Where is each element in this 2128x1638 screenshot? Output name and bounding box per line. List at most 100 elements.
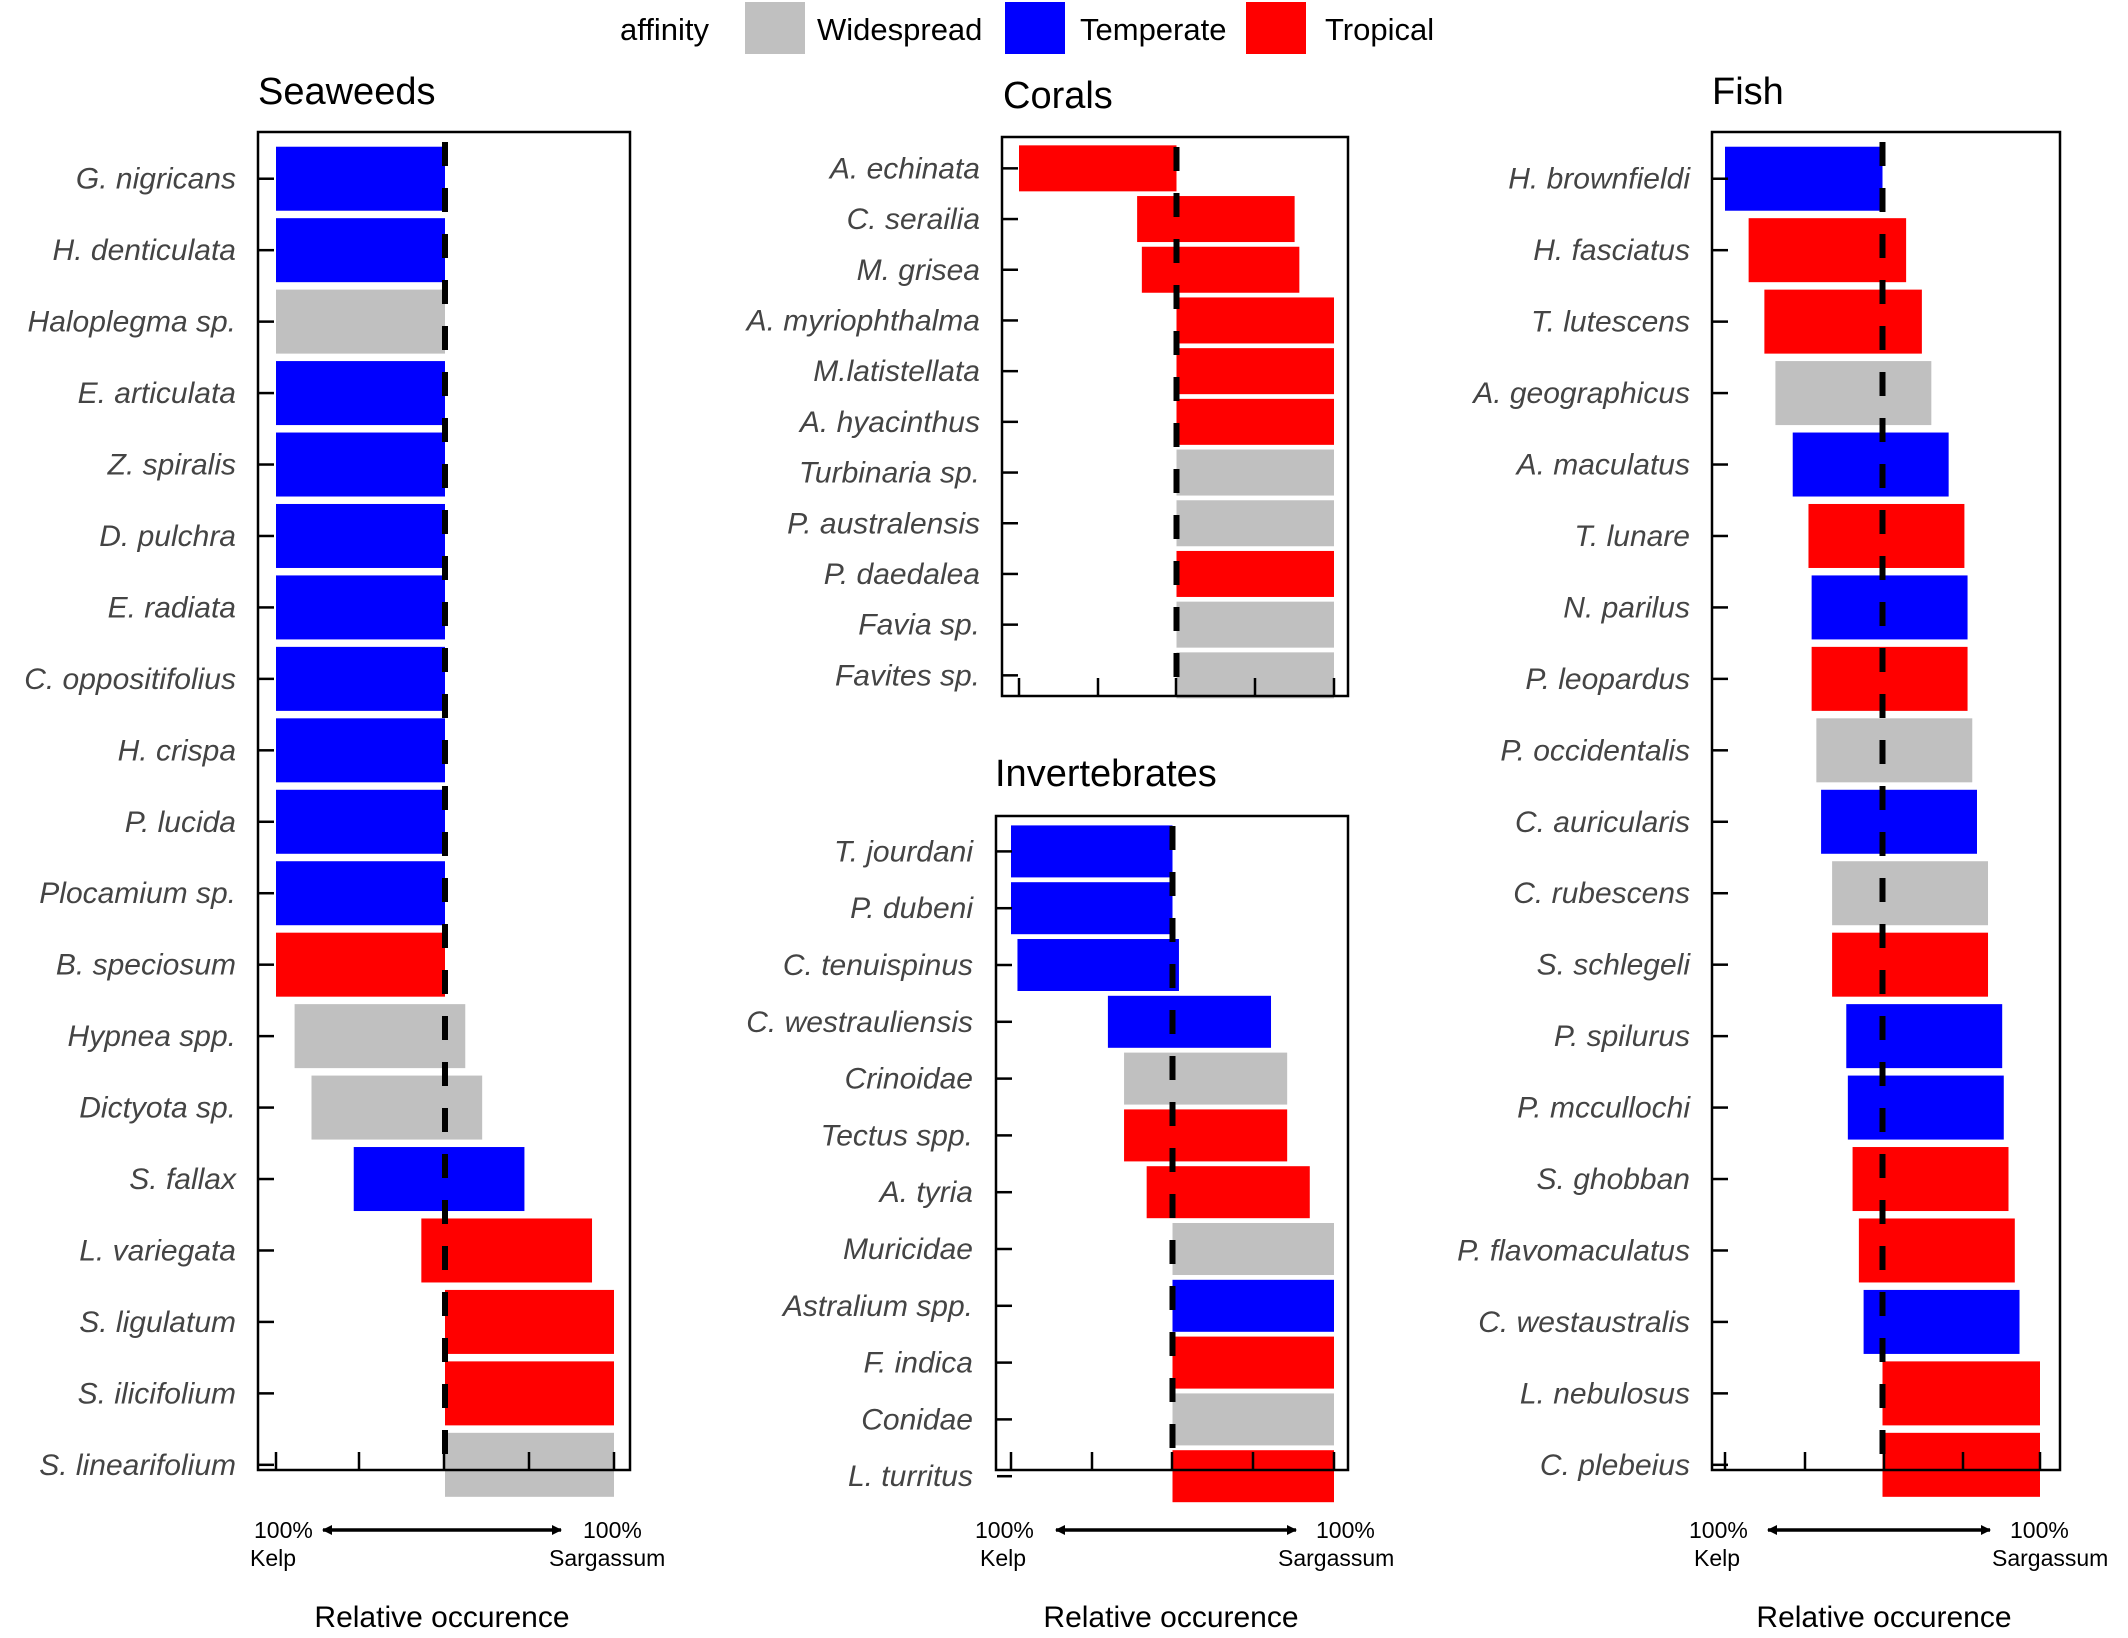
y-tick-label-corals-6: Turbinaria sp. bbox=[799, 457, 980, 490]
y-tick-label-seaweeds-4: Z. spiralis bbox=[107, 449, 236, 482]
legend-swatch-tropical bbox=[1246, 2, 1306, 54]
y-tick-label-fish-9: C. auricularis bbox=[1515, 806, 1690, 839]
bar-fish-8 bbox=[1816, 718, 1973, 783]
y-tick-label-fish-2: T. lutescens bbox=[1531, 306, 1690, 339]
bar-seaweeds-5 bbox=[276, 503, 445, 568]
y-tick-label-seaweeds-0: G. nigricans bbox=[76, 163, 236, 196]
bar-seaweeds-6 bbox=[276, 575, 445, 640]
y-tick-label-corals-1: C. serailia bbox=[847, 203, 980, 236]
y-tick-label-invertebrates-11: L. turritus bbox=[848, 1460, 973, 1493]
axis-footer-invertebrates: 100% Kelp 100% Sargassum Relative occure… bbox=[975, 1517, 1394, 1634]
bar-fish-6 bbox=[1811, 575, 1968, 640]
y-tick-label-seaweeds-17: S. ilicifolium bbox=[78, 1377, 236, 1410]
bar-corals-2 bbox=[1141, 246, 1300, 293]
x-right-name-fish: Sargassum bbox=[1992, 1545, 2108, 1571]
y-tick-label-fish-17: L. nebulosus bbox=[1520, 1377, 1690, 1410]
axis-footer-seaweeds: 100% Kelp 100% Sargassum Relative occure… bbox=[250, 1517, 665, 1634]
panel-seaweeds: G. nigricans H. denticulata Haloplegma sp.… bbox=[24, 130, 632, 1497]
y-tick-label-corals-0: A. echinata bbox=[828, 152, 980, 185]
y-tick-label-invertebrates-1: P. dubeni bbox=[850, 892, 974, 925]
bar-corals-1 bbox=[1137, 196, 1295, 243]
y-tick-label-corals-9: Favia sp. bbox=[858, 609, 980, 642]
bar-invertebrates-7 bbox=[1172, 1223, 1334, 1275]
x-left-pct-fish: 100% bbox=[1689, 1517, 1748, 1543]
bar-corals-5 bbox=[1176, 398, 1334, 445]
panel-corals: A. echinata C. serailia M. grisea A. myriop… bbox=[745, 135, 1350, 699]
bar-fish-2 bbox=[1764, 289, 1922, 354]
bar-fish-18 bbox=[1882, 1432, 2040, 1497]
y-tick-label-seaweeds-1: H. denticulata bbox=[53, 234, 236, 267]
bar-invertebrates-1 bbox=[1011, 882, 1173, 935]
panel-title-corals: Corals bbox=[1003, 75, 1113, 117]
y-tick-label-invertebrates-4: Crinoidae bbox=[845, 1063, 973, 1096]
y-tick-label-seaweeds-7: C. oppositifolius bbox=[24, 663, 236, 696]
y-tick-label-invertebrates-3: C. westrauliensis bbox=[746, 1006, 973, 1039]
bar-seaweeds-15 bbox=[421, 1218, 593, 1283]
y-tick-label-invertebrates-2: C. tenuispinus bbox=[783, 949, 973, 982]
bar-fish-5 bbox=[1808, 503, 1965, 568]
x-right-pct-invertebrates: 100% bbox=[1316, 1517, 1375, 1543]
bar-seaweeds-2 bbox=[276, 289, 445, 354]
y-tick-label-fish-3: A. geographicus bbox=[1471, 377, 1690, 410]
y-tick-label-seaweeds-18: S. linearifolium bbox=[39, 1449, 236, 1482]
bar-seaweeds-14 bbox=[353, 1147, 525, 1212]
plot-frame-fish bbox=[1710, 130, 2062, 1472]
bar-seaweeds-9 bbox=[276, 789, 445, 854]
bar-fish-7 bbox=[1811, 646, 1968, 711]
y-tick-label-seaweeds-11: B. speciosum bbox=[56, 949, 236, 982]
y-tick-label-seaweeds-15: L. variegata bbox=[79, 1234, 236, 1267]
bar-fish-0 bbox=[1725, 146, 1883, 211]
bar-fish-9 bbox=[1821, 789, 1977, 854]
y-tick-label-seaweeds-2: Haloplegma sp. bbox=[28, 306, 236, 339]
bar-corals-0 bbox=[1019, 145, 1177, 192]
bar-fish-17 bbox=[1882, 1361, 2040, 1426]
bar-fish-11 bbox=[1832, 932, 1989, 997]
y-tick-label-corals-7: P. australensis bbox=[787, 507, 980, 540]
y-tick-label-seaweeds-8: H. crispa bbox=[118, 734, 236, 767]
y-tick-label-fish-6: N. parilus bbox=[1563, 591, 1690, 624]
bar-seaweeds-3 bbox=[276, 361, 445, 426]
y-tick-label-invertebrates-10: Conidae bbox=[861, 1403, 973, 1436]
bar-invertebrates-0 bbox=[1011, 825, 1173, 878]
y-tick-label-corals-5: A. hyacinthus bbox=[798, 406, 980, 439]
x-left-pct-invertebrates: 100% bbox=[975, 1517, 1034, 1543]
legend-title: affinity bbox=[620, 12, 710, 47]
y-tick-label-seaweeds-6: E. radiata bbox=[108, 591, 236, 624]
y-tick-label-fish-13: P. mccullochi bbox=[1517, 1092, 1691, 1125]
y-tick-label-corals-10: Favites sp. bbox=[835, 659, 980, 692]
legend-label-tropical: Tropical bbox=[1325, 12, 1434, 47]
y-tick-label-seaweeds-14: S. fallax bbox=[129, 1163, 237, 1196]
bar-invertebrates-8 bbox=[1172, 1279, 1334, 1332]
panel-title-seaweeds: Seaweeds bbox=[258, 71, 435, 113]
bar-seaweeds-4 bbox=[276, 432, 445, 497]
panel-invertebrates: T. jourdani P. dubeni C. tenuispinus C. wes… bbox=[746, 814, 1350, 1503]
bar-seaweeds-1 bbox=[276, 218, 445, 283]
legend: affinity Widespread Temperate Tropical bbox=[620, 2, 1434, 54]
y-tick-label-fish-1: H. fasciatus bbox=[1533, 234, 1690, 267]
legend-swatch-temperate bbox=[1005, 2, 1065, 54]
legend-label-temperate: Temperate bbox=[1080, 12, 1226, 47]
bar-fish-13 bbox=[1847, 1075, 2004, 1140]
y-tick-label-seaweeds-12: Hypnea spp. bbox=[68, 1020, 236, 1053]
bar-seaweeds-17 bbox=[445, 1361, 614, 1426]
y-tick-label-seaweeds-13: Dictyota sp. bbox=[79, 1092, 236, 1125]
x-right-name-invertebrates: Sargassum bbox=[1278, 1545, 1394, 1571]
bar-corals-8 bbox=[1176, 550, 1334, 597]
bar-fish-16 bbox=[1863, 1289, 2020, 1354]
bar-seaweeds-0 bbox=[276, 146, 445, 211]
bar-fish-4 bbox=[1792, 432, 1949, 497]
bar-seaweeds-13 bbox=[311, 1075, 483, 1140]
bar-invertebrates-4 bbox=[1124, 1052, 1288, 1105]
bar-seaweeds-7 bbox=[276, 646, 445, 711]
bar-seaweeds-11 bbox=[276, 932, 445, 997]
y-tick-label-seaweeds-3: E. articulata bbox=[78, 377, 236, 410]
y-tick-label-seaweeds-5: D. pulchra bbox=[99, 520, 236, 553]
y-tick-label-fish-8: P. occidentalis bbox=[1500, 734, 1690, 767]
y-tick-label-fish-12: P. spilurus bbox=[1554, 1020, 1690, 1053]
y-tick-label-invertebrates-9: F. indica bbox=[863, 1347, 973, 1380]
x-axis-label-seaweeds: Relative occurence bbox=[314, 1601, 569, 1634]
panel-title-fish: Fish bbox=[1712, 71, 1784, 113]
bar-fish-10 bbox=[1832, 861, 1989, 926]
y-tick-label-corals-8: P. daedalea bbox=[824, 558, 980, 591]
bar-corals-7 bbox=[1176, 500, 1334, 547]
